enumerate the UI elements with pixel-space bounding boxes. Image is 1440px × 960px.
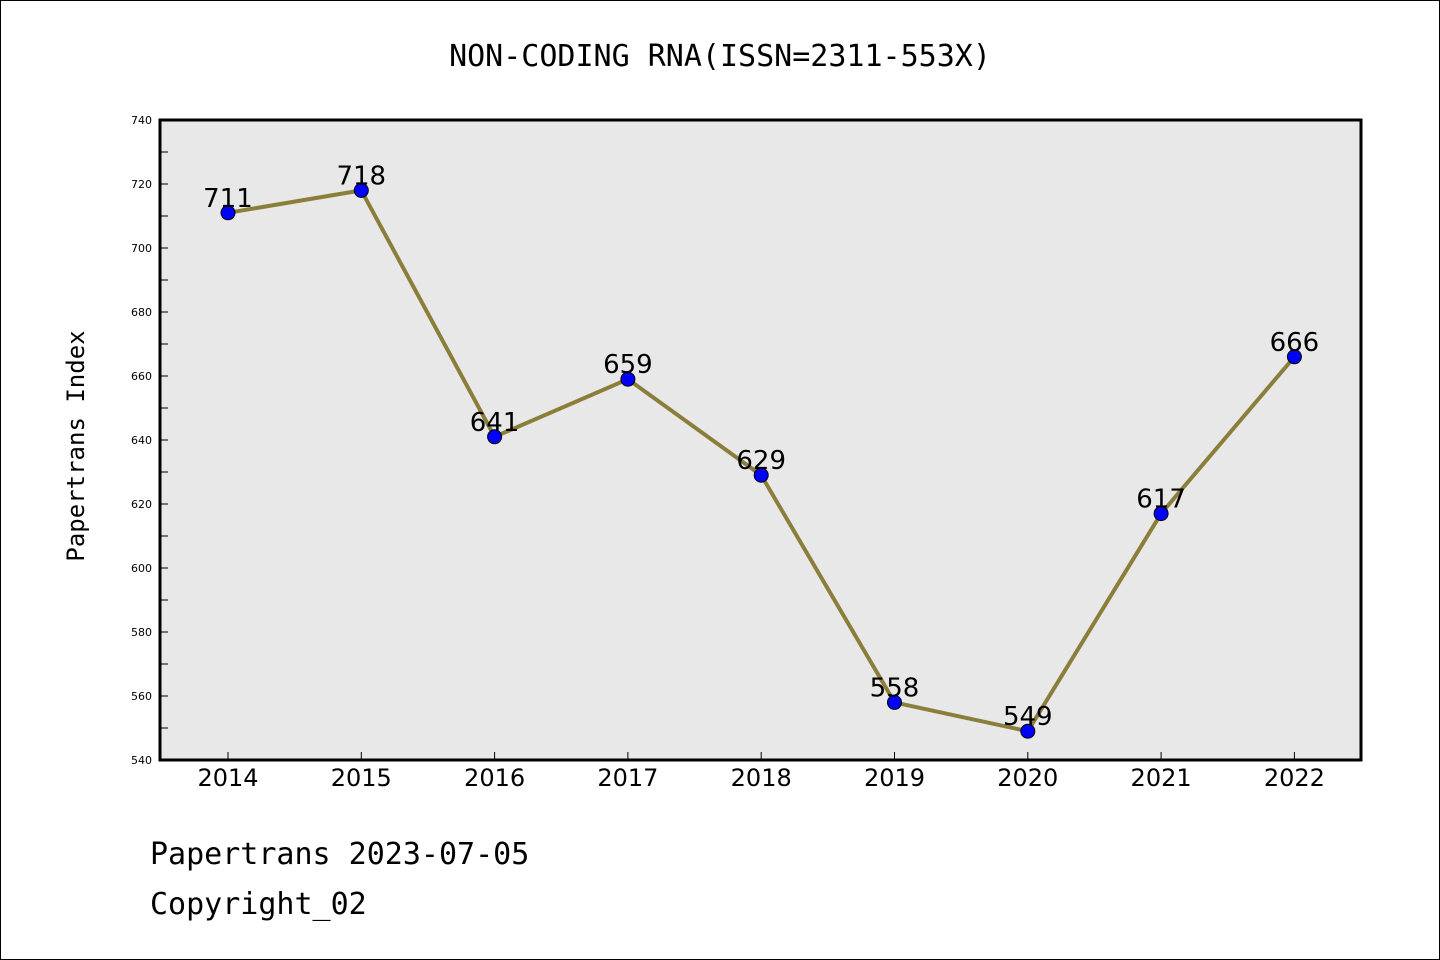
data-point — [1153, 506, 1169, 522]
data-point — [753, 467, 769, 483]
data-label: 666 — [1270, 328, 1320, 358]
chart-title: NON-CODING RNA(ISSN=2311-553X) — [449, 39, 991, 74]
x-axis: 2014 2015 2016 2017 2018 2019 2020 2021 2022 — [197, 752, 1325, 792]
data-label: 558 — [870, 673, 920, 703]
plot-area — [158, 118, 1363, 762]
data-point — [620, 371, 636, 387]
data-label: 617 — [1136, 485, 1186, 515]
y-tick-label: 720 — [131, 178, 152, 191]
x-tick-label: 2018 — [731, 764, 792, 792]
y-tick-label: 540 — [131, 754, 152, 767]
series-1 — [220, 182, 1302, 739]
data-label: 718 — [336, 161, 386, 191]
x-tick-label: 2020 — [997, 764, 1058, 792]
y-axis-label: Papertrans Index — [62, 330, 90, 561]
y-tick-label: 660 — [131, 370, 152, 383]
x-tick-label: 2017 — [597, 764, 658, 792]
data-point — [1020, 723, 1036, 739]
x-tick-label: 2014 — [197, 764, 258, 792]
x-tick-label: 2016 — [464, 764, 525, 792]
x-tick-label: 2021 — [1131, 764, 1192, 792]
y-tick-label: 740 — [131, 114, 152, 127]
data-label: 549 — [1003, 702, 1053, 732]
data-point — [353, 182, 369, 198]
data-point — [1286, 349, 1302, 365]
footer-date: Papertrans 2023-07-05 — [150, 837, 529, 872]
data-point — [487, 429, 503, 445]
data-labels: 711 718 641 659 629 558 549 617 666 — [203, 161, 1319, 732]
footer-copyright: Copyright_02 — [150, 887, 367, 922]
y-tick-label: 600 — [131, 562, 152, 575]
y-tick-label: 580 — [131, 626, 152, 639]
data-label: 641 — [470, 408, 520, 438]
y-tick-label: 700 — [131, 242, 152, 255]
y-tick-label: 640 — [131, 434, 152, 447]
data-label: 659 — [603, 350, 653, 380]
data-point — [220, 205, 236, 221]
data-point — [887, 694, 902, 710]
y-tick-label: 620 — [131, 498, 152, 511]
x-tick-label: 2022 — [1264, 764, 1325, 792]
data-label: 711 — [203, 184, 253, 214]
y-axis: 540 560 580 600 620 640 660 680 700 720 740 — [131, 114, 168, 767]
y-tick-label: 680 — [131, 306, 152, 319]
data-label: 629 — [736, 446, 786, 476]
y-tick-label: 560 — [131, 690, 152, 703]
x-tick-label: 2019 — [864, 764, 925, 792]
x-tick-label: 2015 — [331, 764, 392, 792]
